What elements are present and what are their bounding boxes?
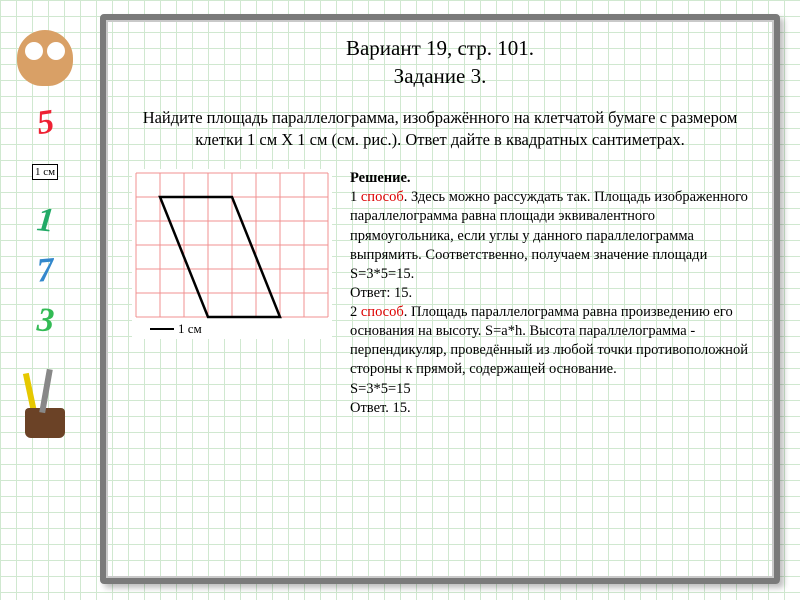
method2-suffix: . xyxy=(404,304,411,320)
problem-statement: Найдите площадь параллелограмма, изображ… xyxy=(132,107,748,152)
method1-prefix: 1 xyxy=(350,189,361,205)
title-line-1: Вариант 19, стр. 101. xyxy=(346,36,534,60)
method-word-1: способ xyxy=(361,189,404,205)
method2-calc: S=3*5=15 xyxy=(350,381,411,397)
decor-number: 7 xyxy=(35,251,55,290)
figure-panel: 1 см xyxy=(132,169,332,418)
page-title: Вариант 19, стр. 101. Задание 3. xyxy=(132,34,748,91)
decorative-sidebar: 5 1 см 1 7 3 xyxy=(0,0,90,600)
body-row: 1 см Решение. 1 способ. Здесь можно расс… xyxy=(132,169,748,418)
figure-scale-label: 1 см xyxy=(178,321,202,336)
content-area: Вариант 19, стр. 101. Задание 3. Найдите… xyxy=(112,26,768,572)
owl-icon xyxy=(17,30,73,86)
method1-suffix: . xyxy=(404,189,411,205)
stationery-icon xyxy=(15,358,75,438)
solution-block: Решение. 1 способ. Здесь можно рассуждат… xyxy=(350,169,748,418)
decor-number: 5 xyxy=(34,103,56,143)
method2-prefix: 2 xyxy=(350,304,361,320)
sidebar-scale-label: 1 см xyxy=(32,164,58,180)
parallelogram-figure: 1 см xyxy=(132,169,332,339)
solution-heading: Решение. xyxy=(350,170,411,186)
decor-number: 1 xyxy=(35,201,56,241)
decor-number: 3 xyxy=(35,301,55,340)
method-word-2: способ xyxy=(361,304,404,320)
title-line-2: Задание 3. xyxy=(394,64,487,88)
method1-answer: Ответ: 15. xyxy=(350,285,412,301)
method2-answer: Ответ. 15. xyxy=(350,400,411,416)
